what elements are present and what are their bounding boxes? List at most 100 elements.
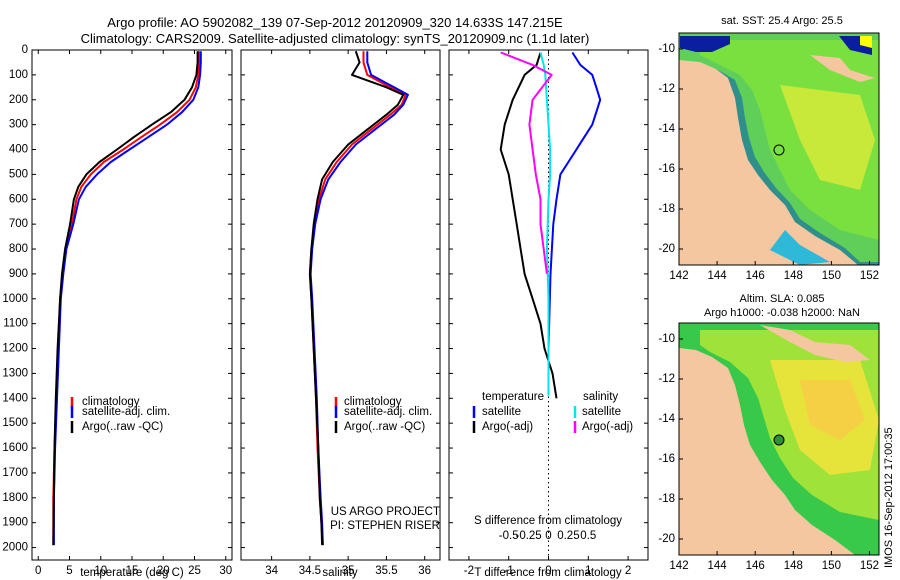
salinity-legend: climatology satellite-adj. clim. Argo(..… — [334, 396, 432, 433]
lon-tick-label: 148 — [784, 270, 803, 282]
salinity-x-label: salinity — [322, 567, 357, 579]
sst-island-pngtip — [810, 55, 875, 82]
series-line-satellite-adj-clim — [52, 51, 202, 546]
s-tick-label: 0 — [545, 530, 551, 542]
sla-island-pngtip — [760, 325, 870, 362]
salinity-y-ticks — [241, 49, 440, 549]
x-tick-label: 0 — [35, 565, 41, 577]
y-tick-label: 1500 — [2, 417, 28, 429]
temperature-x-ticks: 0 5 10 15 20 25 30 — [35, 50, 232, 577]
salinity-lines — [308, 50, 409, 546]
sst-map-title: sat. SST: 25.4 Argo: 25.5 — [721, 15, 843, 27]
y-tick-label: 800 — [9, 243, 28, 255]
sst-map-field — [679, 33, 879, 265]
project-credit-line1: US ARGO PROJECT — [331, 506, 440, 518]
sla-map-title-line1: Altim. SLA: 0.085 — [740, 293, 825, 305]
y-tick-label: 1700 — [2, 467, 28, 479]
x-tick-label: 20 — [157, 565, 170, 577]
y-tick-label: 300 — [9, 119, 28, 131]
legend-label-climatology: climatology — [82, 396, 140, 408]
sst-hot-patch — [860, 36, 872, 48]
legend-label-argo: Argo(..raw -QC) — [344, 421, 425, 433]
sla-argo-marker — [773, 434, 785, 446]
x-tick-label: 1 — [585, 565, 591, 577]
lon-tick-label: 150 — [822, 270, 841, 282]
y-tick-label: 2000 — [2, 542, 28, 554]
difference-s-label: S difference from climatology — [474, 515, 622, 527]
lon-tick-label: 144 — [708, 270, 728, 282]
lon-tick-label: 146 — [746, 560, 765, 572]
y-tick-label: 1800 — [2, 492, 28, 504]
lat-tick-label: -20 — [658, 243, 675, 255]
temperature-lines — [52, 51, 202, 546]
lat-tick-label: -12 — [658, 83, 675, 95]
lat-tick-label: -18 — [658, 203, 675, 215]
lon-tick-label: 144 — [708, 560, 728, 572]
lat-tick-label: -14 — [658, 413, 675, 425]
y-tick-label: 200 — [9, 94, 28, 106]
lon-tick-label: 152 — [860, 560, 879, 572]
lat-tick-label: -10 — [658, 333, 675, 345]
sst-cool-shelf — [770, 230, 830, 265]
legend-label-s-argo: Argo(-adj) — [582, 421, 633, 433]
y-tick-label: 700 — [9, 218, 28, 230]
difference-lines — [499, 51, 602, 399]
series-line-argo-raw-qc — [308, 50, 405, 546]
y-tick-label: 1300 — [2, 367, 28, 379]
profile-title-line1: Argo profile: AO 5902082_139 07-Sep-2012… — [107, 15, 563, 30]
lon-tick-label: 142 — [669, 560, 688, 572]
series-line-t-argo-adj — [499, 52, 558, 399]
difference-panel: -0.5-0.25 0 0.25 0.5 -2 -1 0 1 2 T difference f… — [448, 49, 649, 579]
lat-tick-label: -20 — [658, 533, 675, 545]
salinity-axes-box — [240, 49, 441, 561]
legend-label-t-argo: Argo(-adj) — [482, 421, 533, 433]
temperature-axes-box — [31, 49, 233, 561]
legend-label-satellite: satellite-adj. clim. — [82, 406, 170, 418]
lon-tick-label: 146 — [746, 270, 765, 282]
difference-y-ticks — [449, 49, 648, 549]
legend-header-salinity: salinity — [583, 391, 618, 403]
lon-tick-label: 150 — [822, 560, 841, 572]
legend-label-argo: Argo(..raw -QC) — [82, 421, 163, 433]
lat-tick-label: -18 — [658, 493, 675, 505]
x-tick-label: 36 — [418, 565, 431, 577]
imos-timestamp: IMOS 16-Sep-2012 17:00:35 — [883, 427, 895, 568]
x-tick-label: 5 — [66, 565, 72, 577]
series-line-s-satellite — [539, 52, 552, 396]
x-tick-label: 35.5 — [375, 565, 397, 577]
x-tick-label: -2 — [464, 565, 474, 577]
x-tick-label: 15 — [126, 565, 139, 577]
temperature-panel: 0100200300400500600700800900100011001200… — [2, 44, 233, 579]
y-tick-label: 0 — [22, 44, 28, 56]
x-tick-label: 34.5 — [299, 565, 321, 577]
legend-label-s-satellite: satellite — [582, 406, 621, 418]
lat-tick-label: -16 — [658, 453, 675, 465]
profile-title-line2: Climatology: CARS2009. Satellite-adjuste… — [81, 31, 590, 46]
lon-tick-label: 142 — [669, 270, 688, 282]
sst-cloud-mask — [680, 36, 730, 52]
difference-legend: temperature salinity satellite Argo(-adj… — [472, 391, 633, 433]
x-tick-label: 10 — [94, 565, 107, 577]
legend-header-temperature: temperature — [482, 391, 544, 403]
sst-map-frame — [678, 32, 880, 266]
lon-tick-label: 148 — [784, 560, 803, 572]
sla-map: Altim. SLA: 0.085 Argo h1000: -0.038 h20… — [658, 293, 880, 572]
lat-tick-label: -14 — [658, 123, 675, 135]
series-line-t-satellite — [547, 51, 602, 349]
s-tick-label: 0.25 — [557, 530, 579, 542]
y-tick-label: 1000 — [2, 293, 28, 305]
difference-s-ticks: -0.5-0.25 0 0.25 0.5 — [499, 530, 597, 542]
y-tick-label: 500 — [9, 168, 28, 180]
y-tick-label: 400 — [9, 144, 28, 156]
s-tick-label: -0.25 — [515, 530, 541, 542]
x-tick-label: 2 — [625, 565, 631, 577]
y-tick-label: 100 — [9, 69, 28, 81]
salinity-panel: 34 34.5 35 35.5 36 salinity climatology sate… — [240, 49, 441, 579]
sst-map: sat. SST: 25.4 Argo: 25.5 142 144 146 148 15… — [658, 15, 880, 282]
legend-label-t-satellite: satellite — [482, 406, 521, 418]
x-tick-label: 34 — [265, 565, 278, 577]
sst-map-ticks: 142 144 146 148 150 152 -10 -12 -14 -16 -18 -20 — [658, 43, 879, 282]
salinity-x-ticks: 34 34.5 35 35.5 36 — [265, 50, 431, 577]
project-credit-line2: PI: STEPHEN RISER — [330, 520, 440, 532]
